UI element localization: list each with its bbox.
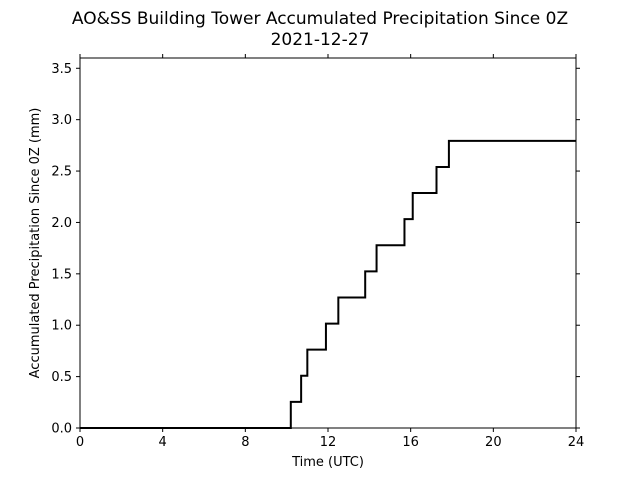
x-tick-label: 8 (241, 435, 249, 450)
y-tick-label: 1.0 (51, 319, 72, 334)
y-axis-label: Accumulated Precipitation Since 0Z (mm) (28, 108, 43, 379)
y-tick-label: 3.5 (51, 62, 72, 77)
x-tick-label: 0 (76, 435, 84, 450)
y-axis: 0.0 0.5 1.0 1.5 2.0 2.5 3.0 3.5 (51, 62, 580, 437)
y-tick-label: 2.5 (51, 165, 72, 180)
x-axis-label: Time (UTC) (291, 455, 364, 470)
series-line (80, 139, 576, 429)
x-tick-label: 4 (159, 435, 167, 450)
x-axis: 0 4 8 12 16 20 24 (76, 54, 584, 450)
chart-subtitle: 2021-12-27 (271, 30, 370, 50)
x-tick-label: 12 (320, 435, 337, 450)
y-tick-label: 1.5 (51, 267, 72, 282)
y-tick-label: 0.0 (51, 422, 72, 437)
x-tick-label: 24 (568, 435, 585, 450)
plot-area (80, 139, 576, 429)
y-tick-label: 0.5 (51, 370, 72, 385)
x-tick-label: 20 (485, 435, 502, 450)
x-tick-label: 16 (402, 435, 419, 450)
chart-title: AO&SS Building Tower Accumulated Precipi… (72, 9, 568, 29)
y-tick-label: 2.0 (51, 216, 72, 231)
y-tick-label: 3.0 (51, 113, 72, 128)
